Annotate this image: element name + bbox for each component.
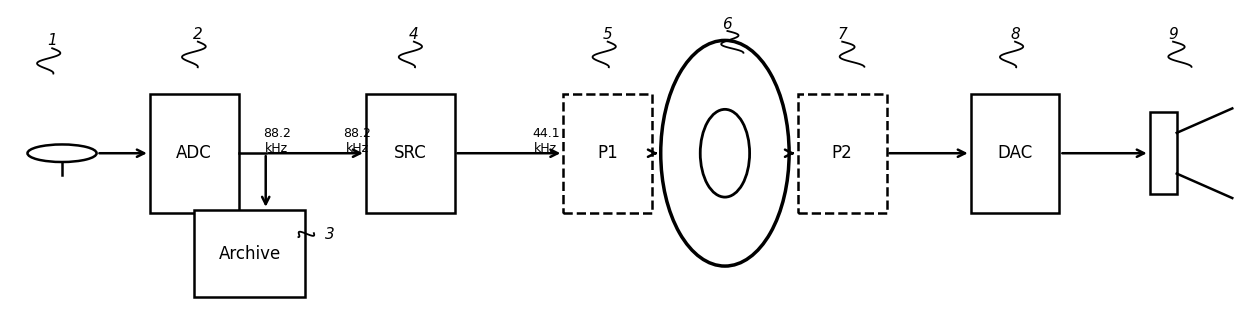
Text: 88.2
kHz: 88.2 kHz bbox=[263, 127, 290, 155]
Bar bbox=[971, 94, 1059, 213]
Text: 2: 2 bbox=[193, 26, 202, 41]
Text: 9: 9 bbox=[1168, 26, 1178, 41]
Text: 44.1
kHz: 44.1 kHz bbox=[532, 127, 559, 155]
Bar bbox=[563, 94, 652, 213]
Text: 5: 5 bbox=[603, 26, 613, 41]
Text: 6: 6 bbox=[723, 17, 733, 32]
Bar bbox=[1149, 113, 1177, 194]
Text: ADC: ADC bbox=[176, 144, 212, 162]
Bar bbox=[797, 94, 887, 213]
Text: 3: 3 bbox=[325, 227, 335, 242]
Text: 7: 7 bbox=[837, 26, 847, 41]
Text: P1: P1 bbox=[598, 144, 618, 162]
Text: P2: P2 bbox=[832, 144, 853, 162]
Ellipse shape bbox=[661, 41, 789, 266]
Text: Archive: Archive bbox=[218, 245, 280, 263]
Text: SRC: SRC bbox=[394, 144, 427, 162]
Text: 4: 4 bbox=[409, 26, 419, 41]
Text: 8: 8 bbox=[1011, 26, 1019, 41]
Circle shape bbox=[27, 145, 97, 162]
Ellipse shape bbox=[701, 109, 750, 197]
Bar bbox=[366, 94, 455, 213]
Text: 1: 1 bbox=[47, 33, 57, 48]
Text: DAC: DAC bbox=[997, 144, 1033, 162]
Text: 88.2
kHz: 88.2 kHz bbox=[343, 127, 371, 155]
Bar bbox=[150, 94, 238, 213]
Bar bbox=[195, 210, 305, 297]
